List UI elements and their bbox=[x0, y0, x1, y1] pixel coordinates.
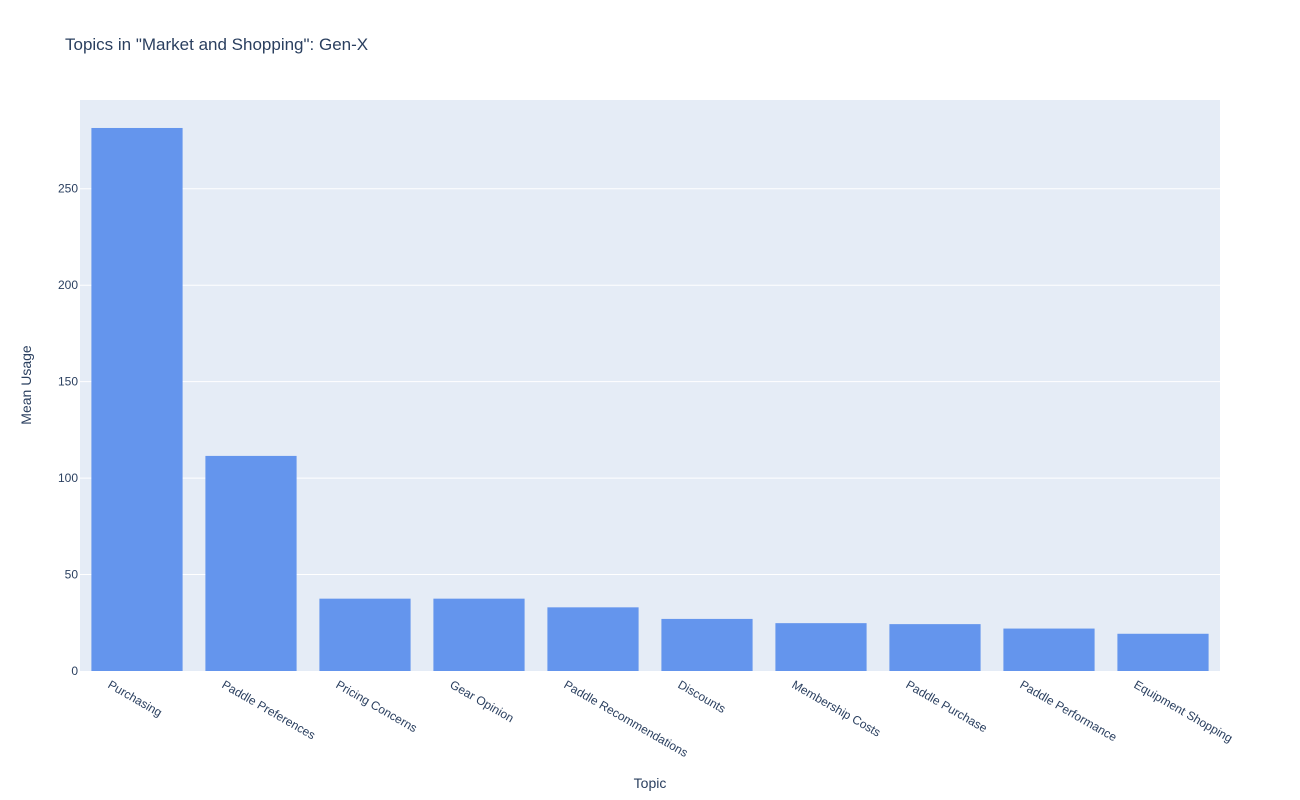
y-tick-label: 250 bbox=[58, 182, 78, 196]
x-tick-label: Membership Costs bbox=[790, 677, 884, 739]
bar bbox=[205, 455, 297, 671]
x-tick-label: Gear Opinion bbox=[448, 677, 517, 725]
bar bbox=[889, 624, 981, 671]
bar bbox=[775, 623, 867, 671]
bar bbox=[1117, 633, 1209, 671]
bars bbox=[91, 127, 1209, 671]
bar bbox=[547, 607, 639, 671]
x-axis-title: Topic bbox=[634, 775, 667, 791]
x-tick-label: Discounts bbox=[676, 677, 729, 715]
y-axis-title: Mean Usage bbox=[18, 345, 34, 425]
x-tick-label: Paddle Purchase bbox=[904, 677, 990, 735]
x-tick-label: Paddle Preferences bbox=[220, 677, 318, 742]
bar bbox=[91, 127, 183, 671]
x-tick-label: Purchasing bbox=[106, 677, 165, 719]
x-tick-label: Paddle Recommendations bbox=[562, 677, 691, 759]
x-axis-ticks: Purchasing Paddle Preferences Pricing Conc… bbox=[106, 677, 1235, 759]
y-tick-label: 150 bbox=[58, 375, 78, 389]
y-tick-label: 100 bbox=[58, 471, 78, 485]
x-tick-label: Pricing Concerns bbox=[334, 677, 420, 735]
y-axis-ticks: 0 50 100 150 200 250 bbox=[58, 182, 78, 678]
bar bbox=[1003, 628, 1095, 671]
bar bbox=[319, 598, 411, 671]
bar bbox=[661, 618, 753, 671]
y-tick-label: 50 bbox=[65, 568, 79, 582]
chart-title: Topics in "Market and Shopping": Gen-X bbox=[65, 35, 368, 54]
y-tick-label: 0 bbox=[71, 664, 78, 678]
x-tick-label: Equipment Shopping bbox=[1132, 677, 1235, 745]
bar bbox=[433, 598, 525, 671]
x-tick-label: Paddle Performance bbox=[1018, 677, 1120, 744]
y-tick-label: 200 bbox=[58, 278, 78, 292]
